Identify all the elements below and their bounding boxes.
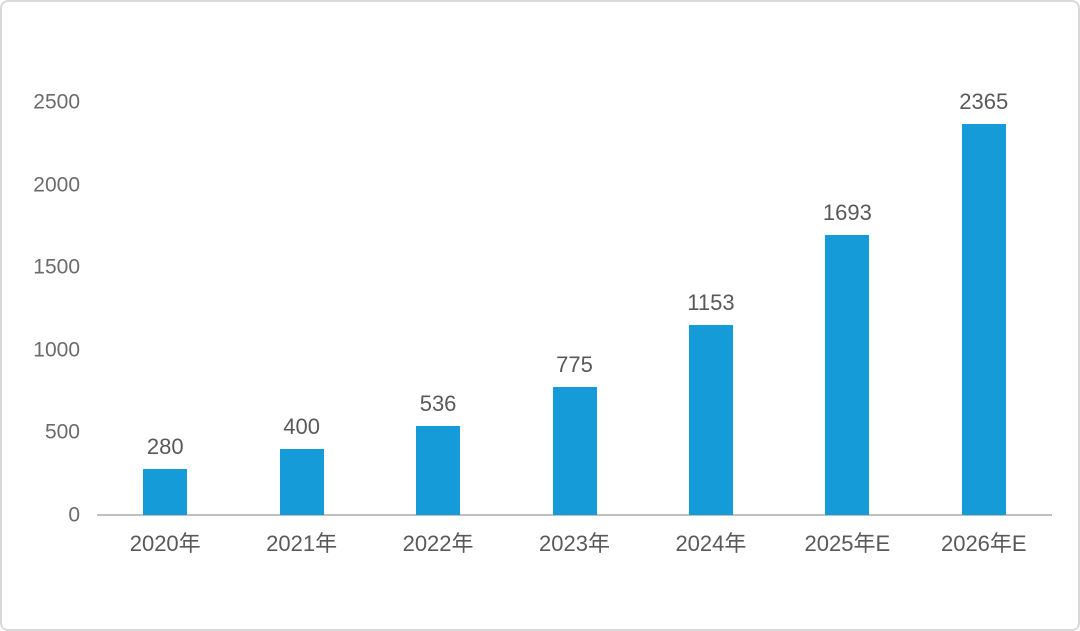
- y-tick-label: 2000: [33, 173, 80, 197]
- bar: [552, 386, 597, 515]
- bar-value-label: 280: [146, 433, 184, 459]
- bar-value-label: 2365: [959, 89, 1009, 115]
- bar-value-label: 400: [283, 413, 320, 439]
- x-axis-line: [97, 514, 1052, 516]
- y-tick-label: 0: [68, 503, 80, 527]
- bar: [416, 426, 461, 515]
- x-category-label: 2026年E: [940, 531, 1027, 556]
- y-tick-label: 500: [44, 420, 80, 444]
- bar-value-label: 536: [419, 391, 457, 417]
- bar: [279, 448, 324, 515]
- bar-value-label: 1693: [822, 200, 872, 226]
- y-tick-label: 1000: [33, 338, 80, 362]
- bar-value-label: 1153: [687, 289, 735, 315]
- x-category-label: 2022年: [402, 531, 474, 556]
- bar: [688, 324, 733, 515]
- x-category-label: 2025年E: [804, 531, 891, 556]
- y-tick-label: 2500: [33, 90, 80, 114]
- bar: [961, 124, 1006, 515]
- bar-value-label: 775: [556, 351, 593, 377]
- x-category-label: 2023年: [539, 531, 610, 556]
- x-category-label: 2020年: [129, 531, 201, 556]
- bar: [143, 468, 188, 515]
- y-tick-label: 1500: [33, 255, 80, 279]
- x-category-label: 2024年: [675, 531, 747, 556]
- x-category-label: 2021年: [266, 531, 338, 556]
- bar: [825, 235, 870, 515]
